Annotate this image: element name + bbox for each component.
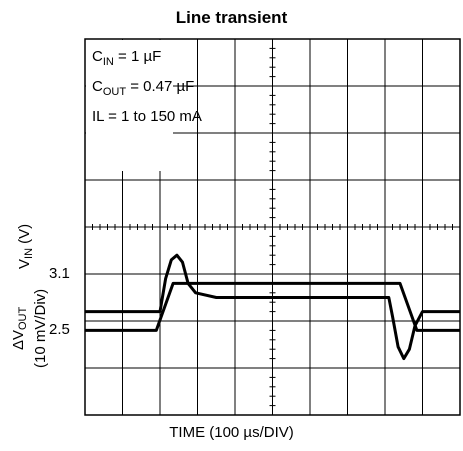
annotation-background [86,40,173,171]
vin-tick-label-2.5: 2.5 [49,321,70,339]
grid [84,38,461,416]
annotation-line: CIN = 1 µF [92,48,161,68]
vin-tick-label-3.1: 3.1 [49,265,70,282]
traces [85,253,460,361]
chart-title: Line transient [175,8,288,27]
x-axis-label: TIME (100 µs/DIV) [169,424,294,441]
annotation-line: IL = 1 to 150 mA [92,108,202,125]
annotations-box: CIN = 1 µF COUT = 0.47 µF IL = 1 to 150 mA [86,40,202,171]
vin-axis-label: VIN (V) [16,224,35,270]
annotation-line: COUT = 0.47 µF [92,78,194,98]
vout-trace [85,253,460,361]
vin-trace [85,281,460,332]
vout-axis-label: ΔVOUT (10 mV/Div) [10,288,49,368]
